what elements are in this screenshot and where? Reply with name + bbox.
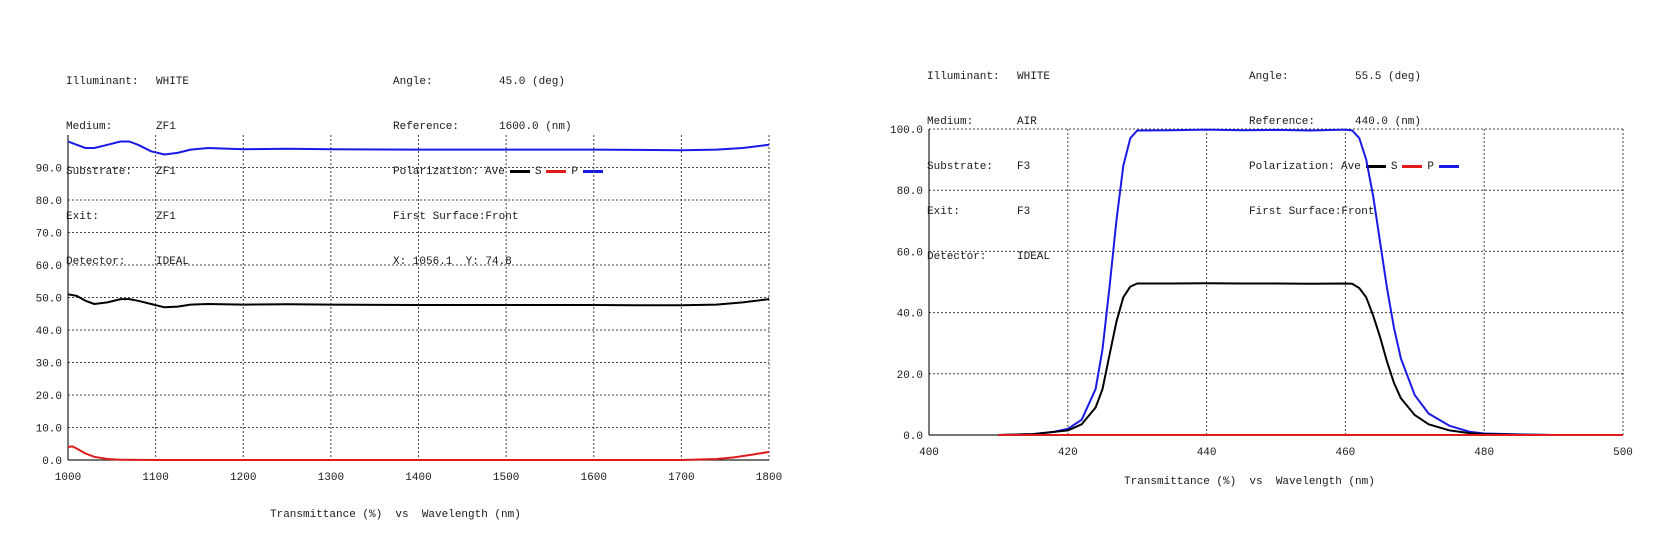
medium-value: ZF1 (156, 121, 176, 133)
first-surface-value: Front (485, 211, 519, 223)
x-tick-label: 400 (919, 447, 939, 459)
illuminant-label: Illuminant: (66, 76, 139, 88)
illuminant-value: WHITE (1017, 71, 1051, 83)
reference-value: 440.0 (nm) (1355, 116, 1422, 128)
angle-value: 55.5 (deg) (1355, 71, 1422, 83)
substrate-value: ZF1 (156, 166, 176, 178)
chart-panel-right: Illuminant: WHITE Medium: AIR Substrate: F3… (837, 0, 1674, 544)
grid (929, 128, 1624, 435)
angle-value: 45.0 (deg) (499, 76, 566, 88)
grid (68, 135, 770, 460)
illuminant-label: Illuminant: (927, 71, 1000, 83)
legend-p-label: P (1427, 161, 1435, 173)
legend-s-swatch (1402, 164, 1423, 168)
x-tick-label: 420 (1058, 447, 1078, 459)
polarization-label: Polarization: (393, 166, 479, 178)
exit-label: Exit: (927, 206, 961, 218)
series-line-p (998, 128, 1623, 436)
x-tick-label: 460 (1335, 447, 1355, 459)
legend-ave-swatch (509, 169, 530, 173)
legend-p-swatch (583, 169, 604, 173)
y-tick-label: 20.0 (897, 370, 923, 382)
x-axis-title-right: Transmittance (%) vs Wavelength (nm) (1124, 476, 1375, 488)
series-line-ave (67, 293, 770, 309)
y-tick-label: 70.0 (36, 229, 62, 241)
illuminant-value: WHITE (156, 76, 190, 88)
y-tick-label: 60.0 (36, 261, 62, 273)
legend-s-swatch (546, 169, 567, 173)
detector-label: Detector: (927, 251, 987, 263)
first-surface-label: First Surface: (393, 211, 486, 223)
legend-s-label: S (1390, 161, 1398, 173)
first-surface-label: First Surface: (1249, 206, 1342, 218)
y-tick-label: 60.0 (897, 247, 923, 259)
legend-ave-label: Ave (485, 166, 505, 178)
x-tick-label: 1400 (405, 472, 431, 484)
series-line-p (67, 140, 770, 156)
polarization-label: Polarization: (1249, 161, 1335, 173)
series-line-s (67, 445, 770, 461)
reference-label: Reference: (393, 121, 460, 133)
angle-label: Angle: (1249, 71, 1289, 83)
legend-ave-swatch (1365, 164, 1386, 168)
y-tick-label: 0.0 (903, 431, 923, 443)
plot-right: 0.0 20.0 40.0 60.0 80.0 100.0 400 420 440 460 480 5… (890, 125, 1633, 459)
y-tick-label: 40.0 (897, 309, 923, 321)
detector-value: IDEAL (1017, 251, 1051, 263)
header-right-params: Angle: 55.5 (deg) Reference: 440.0 (nm) Po… (1249, 40, 1464, 250)
y-tick-label: 30.0 (36, 359, 62, 371)
y-tick-label: 80.0 (36, 196, 62, 208)
x-tick-label: 500 (1613, 447, 1633, 459)
plot-left: 0.0 10.0 20.0 30.0 40.0 50.0 60.0 70.0 80.0 90.0 1… (36, 135, 782, 484)
substrate-value: F3 (1017, 161, 1031, 173)
x-tick-label: 1600 (581, 472, 607, 484)
first-surface-value: Front (1341, 206, 1375, 218)
x-tick-label: 1500 (493, 472, 519, 484)
reference-value: 1600.0 (nm) (499, 121, 572, 133)
reference-label: Reference: (1249, 116, 1316, 128)
medium-label: Medium: (66, 121, 113, 133)
exit-value: F3 (1017, 206, 1031, 218)
y-tick-label: 50.0 (36, 294, 62, 306)
series-line-ave (998, 282, 1623, 436)
x-axis-title-left: Transmittance (%) vs Wavelength (nm) (270, 509, 521, 521)
y-tick-label: 40.0 (36, 326, 62, 338)
x-tick-label: 1700 (668, 472, 694, 484)
x-tick-label: 1100 (142, 472, 168, 484)
x-tick-label: 1800 (756, 472, 782, 484)
legend-p-label: P (571, 166, 579, 178)
y-tick-label: 90.0 (36, 164, 62, 176)
substrate-label: Substrate: (927, 161, 994, 173)
angle-label: Angle: (393, 76, 433, 88)
chart-panel-left: Illuminant: WHITE Medium: ZF1 Substrate: ZF… (36, 76, 783, 521)
medium-label: Medium: (927, 116, 974, 128)
legend-s-label: S (534, 166, 542, 178)
y-tick-label: 20.0 (36, 391, 62, 403)
legend-ave-label: Ave (1341, 161, 1361, 173)
exit-label: Exit: (66, 211, 100, 223)
medium-value: AIR (1017, 116, 1037, 128)
exit-value: ZF1 (156, 211, 176, 223)
y-tick-label: 10.0 (36, 424, 62, 436)
header-right-labels: Illuminant: WHITE Medium: AIR Substrate: F3… (927, 40, 1050, 295)
x-tick-label: 1000 (55, 472, 81, 484)
x-tick-label: 1200 (230, 472, 256, 484)
y-tick-label: 100.0 (890, 125, 923, 137)
y-tick-label: 80.0 (897, 186, 923, 198)
legend-p-swatch (1439, 164, 1460, 168)
x-tick-label: 480 (1474, 447, 1494, 459)
x-tick-label: 1300 (318, 472, 344, 484)
x-tick-label: 440 (1197, 447, 1217, 459)
y-tick-label: 0.0 (42, 456, 62, 468)
substrate-label: Substrate: (66, 166, 133, 178)
